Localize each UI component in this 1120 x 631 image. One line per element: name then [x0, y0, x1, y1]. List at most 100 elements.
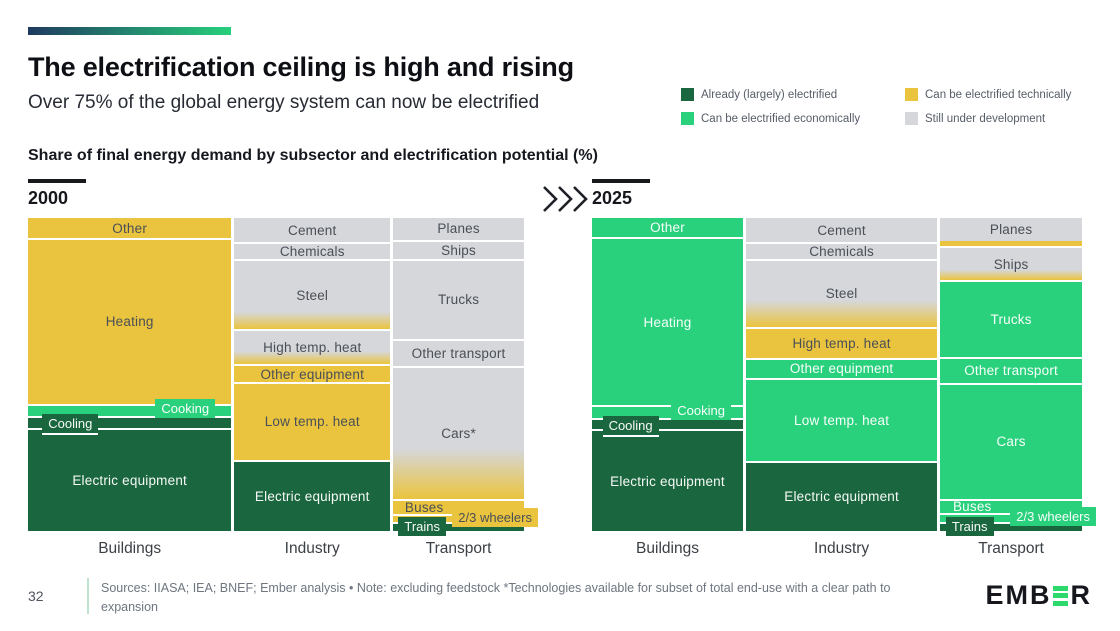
legend-label: Can be electrified economically	[701, 112, 861, 125]
year-header-2000: 2000	[28, 179, 86, 209]
segment-label-high-temp-heat: High temp. heat	[792, 335, 891, 351]
segment-ships: Ships	[393, 239, 524, 259]
segment-tag-trains: Trains	[945, 516, 994, 536]
segment-label-ships: Ships	[993, 256, 1029, 272]
segment-cars: Cars*	[393, 366, 524, 500]
year-underline	[592, 179, 650, 183]
ember-logo-green-e-icon	[1052, 585, 1068, 606]
segment-electric-equipment: Electric equipment	[592, 429, 744, 531]
ember-logo-text-right: R	[1070, 580, 1092, 610]
segment-label-other-transport: Other transport	[964, 363, 1058, 379]
legend-label: Can be electrified technically	[925, 88, 1072, 101]
axis-label-industry: Industry	[284, 540, 340, 557]
segment-tag-cooling: Cooling	[602, 416, 659, 438]
segment-tag-2-3-wheelers: 2/3 wheelers	[1010, 506, 1097, 526]
segment-label-chemicals: Chemicals	[279, 244, 345, 260]
axis-label-buildings: Buildings	[636, 540, 699, 557]
segment-electric-equipment: Electric equipment	[28, 427, 232, 531]
segment-label-high-temp-heat: High temp. heat	[263, 340, 362, 356]
segment-planes: Planes	[940, 218, 1083, 242]
chart-2000: Other Heating Cooking Cooling Electric equip…	[28, 218, 538, 558]
year-label-2025: 2025	[592, 188, 633, 208]
segment-chemicals: Chemicals	[234, 242, 391, 260]
year-header-2025: 2025	[592, 179, 650, 209]
page-number: 32	[28, 588, 44, 604]
accent-gradient-bar	[28, 27, 231, 35]
segment-tag-cooking: Cooking	[671, 401, 731, 421]
legend-item-already-largely-electrified: Already (largely) electrified	[681, 88, 905, 101]
year-label-2000: 2000	[28, 188, 69, 208]
column-buildings: Other Heating Cooking Cooling Electric equip…	[28, 218, 232, 531]
axis-label-transport: Transport	[425, 540, 492, 557]
column-transport: Planes Ships Trucks Other transport Cars* Bus…	[393, 218, 538, 537]
segment-label-other-equipment: Other equipment	[260, 366, 365, 382]
segment-trucks: Trucks	[393, 258, 524, 339]
segment-tag-trains: Trains	[398, 517, 447, 537]
segment-label-cement: Cement	[817, 222, 866, 238]
segment-label-electric-equipment: Electric equipment	[254, 488, 370, 504]
segment-label-cement: Cement	[288, 222, 337, 238]
year-underline	[28, 179, 86, 183]
segment-label-steel: Steel	[825, 286, 858, 302]
legend: Already (largely) electrified Can be elec…	[681, 88, 1071, 125]
segment-tag-cooling: Cooling	[42, 414, 99, 436]
legend-label: Already (largely) electrified	[701, 88, 838, 101]
segment-label-electric-equipment: Electric equipment	[72, 472, 187, 488]
segment-high-temp-heat: High temp. heat	[234, 329, 391, 365]
page-title: The electrification ceiling is high and …	[28, 52, 574, 82]
segment-low-temp-heat: Low temp. heat	[746, 377, 938, 461]
segment-high-temp-heat: High temp. heat	[746, 326, 938, 358]
segment-label-buses: Buses	[404, 499, 444, 515]
segment-cooling: Cooling	[28, 414, 232, 436]
segment-label-other: Other	[112, 220, 148, 236]
segment-heating: Heating	[28, 238, 232, 404]
column-buildings: Other Heating Cooking Cooling Electric equip…	[592, 218, 744, 531]
sources-footnote: Sources: IIASA; IEA; BNEF; Ember analysi…	[101, 581, 891, 614]
segment-other-transport: Other transport	[940, 356, 1083, 383]
segment-technical-band	[940, 241, 1083, 247]
segment-cooking: Cooking	[28, 399, 232, 419]
legend-swatch-development	[905, 112, 918, 125]
legend-item-can-be-electrified-technically: Can be electrified technically	[905, 88, 1071, 101]
column-industry: Cement Chemicals Steel High temp. heat Other…	[234, 218, 391, 531]
segment-label-planes: Planes	[437, 221, 480, 237]
segment-chemicals: Chemicals	[746, 242, 938, 260]
segment-label-other: Other	[650, 220, 685, 236]
segment-label-other-equipment: Other equipment	[789, 361, 894, 377]
segment-planes: Planes	[393, 218, 524, 240]
segment-ships: Ships	[940, 246, 1083, 281]
segment-label-heating: Heating	[105, 314, 154, 330]
footer-divider	[87, 578, 89, 614]
segment-label-other-transport: Other transport	[411, 345, 506, 361]
page-subtitle: Over 75% of the global energy system can…	[28, 92, 540, 113]
segment-other: Other	[592, 218, 744, 238]
segment-label-low-temp-heat: Low temp. heat	[794, 412, 890, 428]
legend-swatch-technical	[905, 88, 918, 101]
segment-other: Other	[28, 218, 232, 239]
segment-electric-equipment: Electric equipment	[746, 460, 938, 531]
segment-label-planes: Planes	[989, 222, 1033, 238]
segment-label-cars: Cars	[996, 434, 1026, 450]
segment-label-electric-equipment: Electric equipment	[784, 489, 899, 505]
transition-chevrons-icon	[543, 186, 588, 212]
segment-other-equipment: Other equipment	[746, 357, 938, 378]
segment-steel: Steel	[746, 259, 938, 327]
legend-swatch-economic	[681, 112, 694, 125]
ember-logo: EMB R	[986, 580, 1093, 611]
segment-label-low-temp-heat: Low temp. heat	[264, 414, 360, 430]
segment-label-heating: Heating	[643, 314, 692, 330]
legend-label: Still under development	[925, 112, 1046, 125]
segment-label-electric-equipment: Electric equipment	[610, 473, 725, 489]
segment-label-trucks: Trucks	[990, 311, 1032, 327]
axis-label-transport: Transport	[978, 540, 1044, 557]
segment-2-3-wheelers: 2/3 wheelers	[940, 506, 1097, 526]
segment-cement: Cement	[746, 218, 938, 243]
column-industry: Cement Chemicals Steel High temp. heat Other…	[746, 218, 938, 531]
segment-other-equipment: Other equipment	[234, 364, 391, 383]
segment-low-temp-heat: Low temp. heat	[234, 382, 391, 460]
segment-label-ships: Ships	[441, 242, 476, 258]
segment-other-transport: Other transport	[393, 338, 524, 367]
segment-cooling: Cooling	[592, 416, 744, 438]
segment-label-buses: Buses	[952, 498, 992, 514]
